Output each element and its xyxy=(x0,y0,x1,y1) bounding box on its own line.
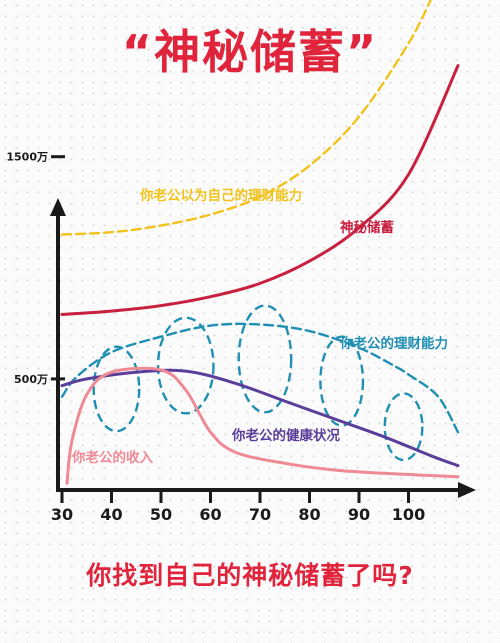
dashed-bubble-5 xyxy=(383,392,424,462)
bubble-layer xyxy=(92,304,424,462)
x-tick-label-50: 50 xyxy=(150,505,172,524)
label-secret-savings: 神秘储蓄 xyxy=(340,219,394,236)
dashed-bubble-2 xyxy=(156,316,215,415)
line-income xyxy=(65,366,460,485)
label-real-ability: 你老公的理财能力 xyxy=(339,335,448,352)
dashed-bubble-3 xyxy=(237,304,293,414)
line-perceived-ability xyxy=(60,0,432,236)
x-tick-label-100: 100 xyxy=(392,505,425,524)
line-secret-savings xyxy=(60,64,460,316)
x-tick-label-30: 30 xyxy=(51,505,73,524)
tick-layer: 30 40 50 60 70 80 90 100 500万 1500万 xyxy=(6,151,425,524)
x-tick-label-80: 80 xyxy=(298,505,320,524)
dashed-bubble-4 xyxy=(319,335,365,427)
x-tick-label-60: 60 xyxy=(199,505,221,524)
label-perceived-ability: 你老公以为自己的理财能力 xyxy=(139,187,302,204)
page-title: “神秘储蓄” xyxy=(121,25,379,79)
x-tick-label-90: 90 xyxy=(348,505,370,524)
series-layer xyxy=(60,0,460,485)
y-tick-label-500: 500万 xyxy=(14,373,48,386)
label-health: 你老公的健康状况 xyxy=(231,427,340,444)
closing-question: 你找到自己的神秘储蓄了吗? xyxy=(86,561,414,590)
y-axis-arrow xyxy=(50,198,66,216)
x-tick-label-40: 40 xyxy=(100,505,122,524)
line-health xyxy=(60,368,460,468)
x-tick-label-70: 70 xyxy=(249,505,271,524)
dashed-bubble-1 xyxy=(92,345,141,433)
x-axis-arrow xyxy=(458,482,476,498)
line-real-ability xyxy=(60,322,460,434)
y-tick-label-1500: 1500万 xyxy=(6,151,48,164)
label-income: 你老公的收入 xyxy=(71,449,153,466)
